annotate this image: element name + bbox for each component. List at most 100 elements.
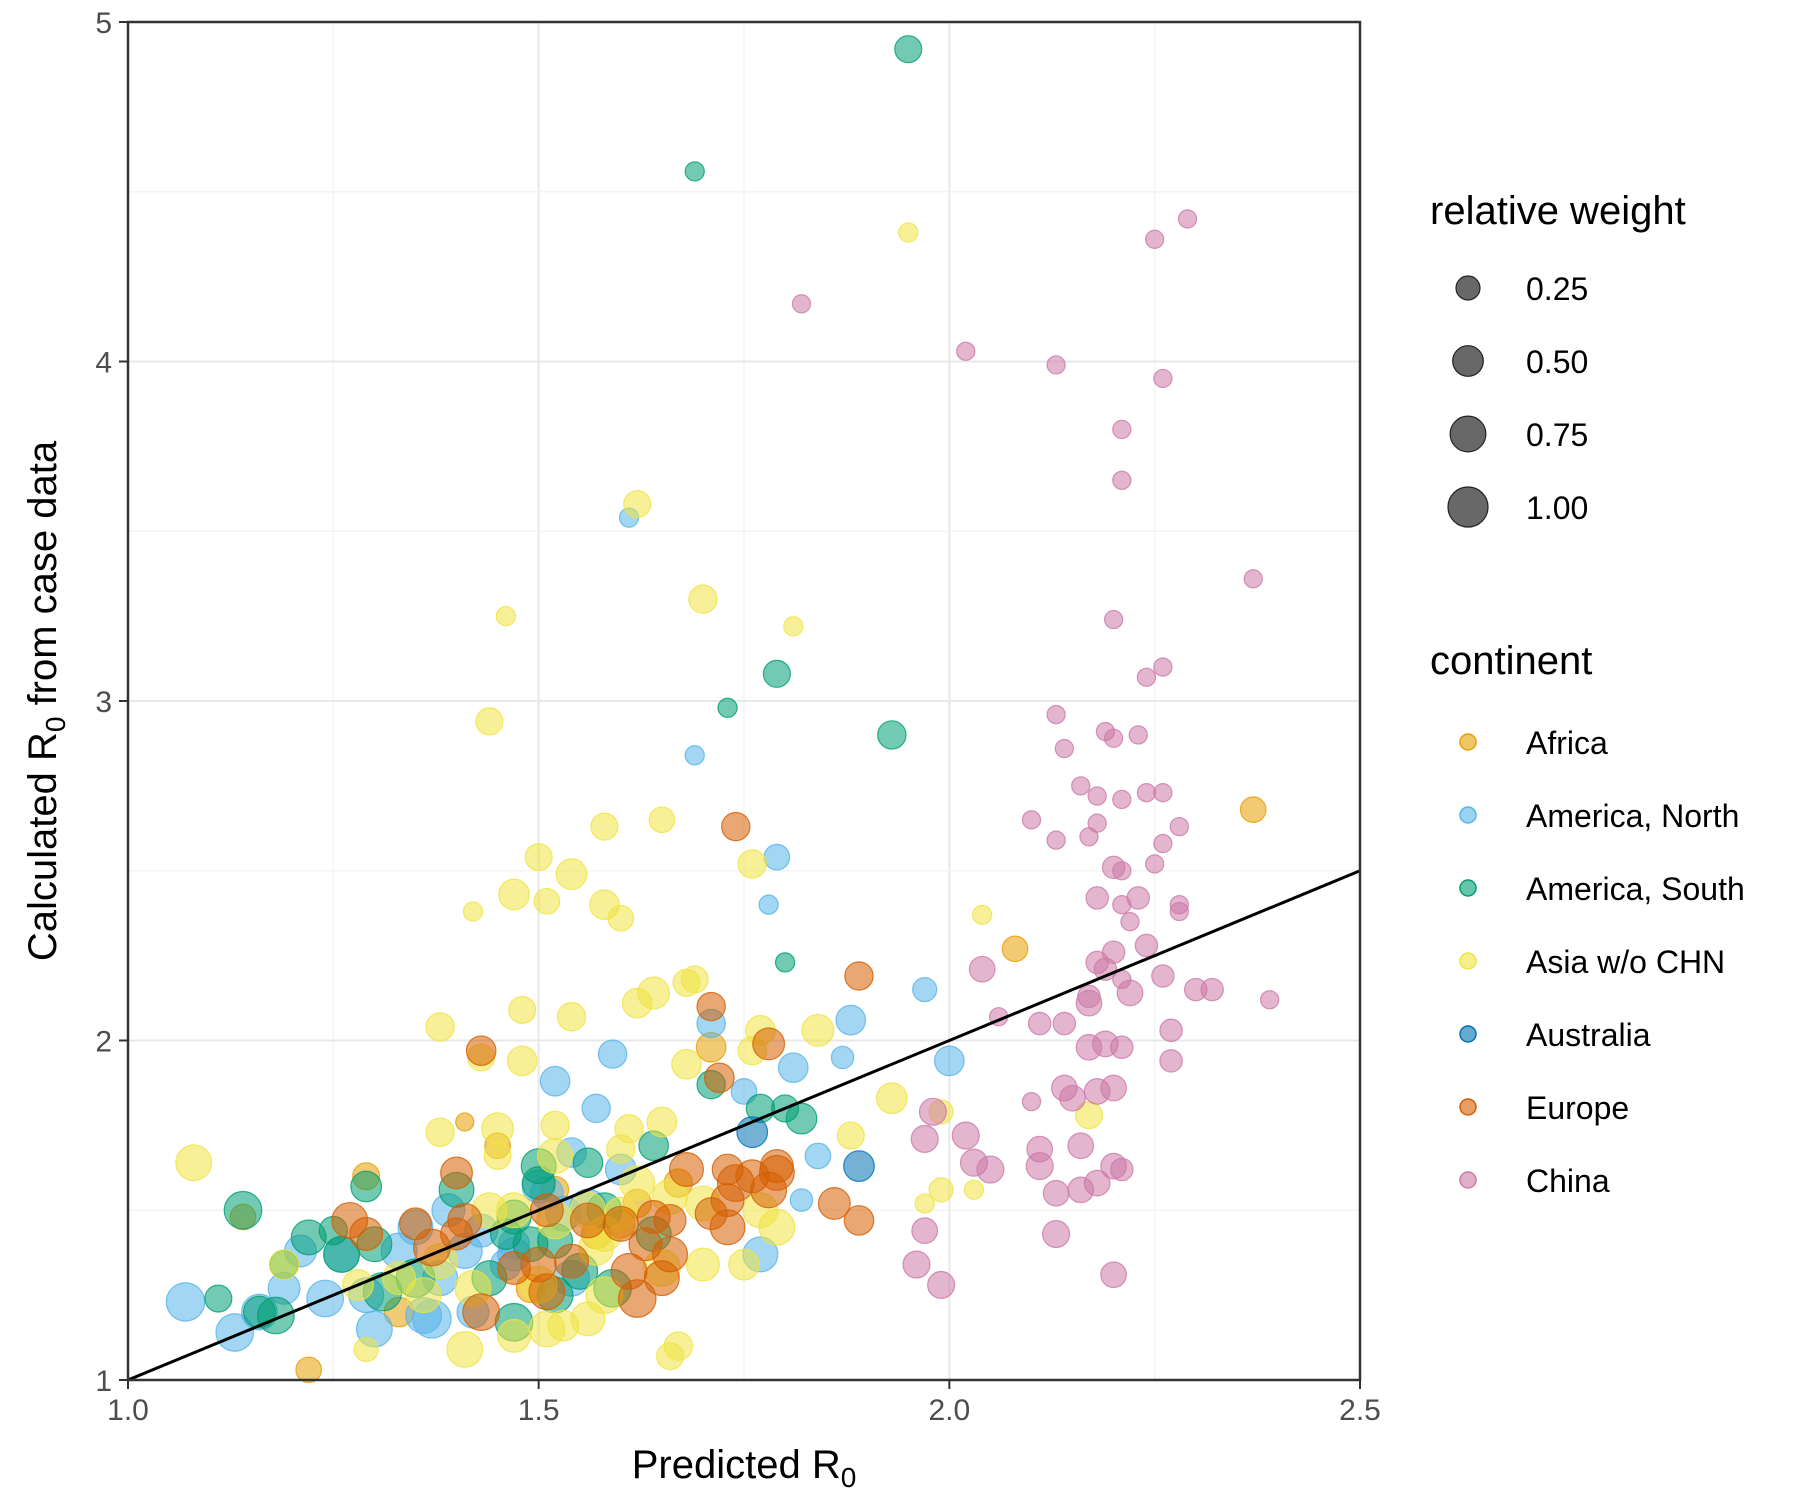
data-point [1169,901,1189,922]
y-axis-title-rest: from case data [21,440,65,716]
data-point [606,1134,636,1164]
data-point [910,1124,939,1154]
data-point [508,995,537,1025]
color-legend-title: continent [1430,639,1592,683]
data-point [914,1193,935,1214]
data-point [481,1112,515,1146]
x-axis-title-subscript: 0 [841,1462,857,1493]
data-point [1151,964,1175,988]
color-legend-label: America, South [1526,871,1745,907]
size-legend-key [1452,345,1484,377]
data-point [399,1207,432,1241]
x-axis-title-main: Predicted R [632,1443,841,1487]
data-point [175,1144,213,1182]
y-axis-title: Calculated R0 from case data [21,440,71,961]
data-point [758,1208,796,1246]
data-point [972,904,993,926]
data-point [597,1039,628,1069]
data-point [1071,776,1091,796]
data-point [843,1205,875,1236]
data-point [498,878,530,911]
data-point [617,1279,657,1318]
data-point [1046,355,1066,375]
color-legend-key [1459,1171,1477,1189]
data-point [1200,977,1224,1002]
size-legend-key [1455,275,1481,301]
data-point [774,952,796,973]
x-axis-title: Predicted R0 [632,1443,857,1493]
data-point [791,294,812,314]
data-point [607,904,635,932]
data-point [1153,368,1173,389]
data-point [497,1250,532,1285]
color-legend-label: China [1526,1163,1610,1199]
color-legend-key [1459,733,1477,751]
data-point [1120,912,1140,932]
data-point [405,1277,442,1314]
data-point [804,1142,832,1170]
data-point [1103,728,1124,749]
y-tick-label: 3 [95,686,112,719]
axes: 1.0 1.5 2.0 2.5 1 2 3 4 5 [95,7,1381,1427]
x-tick-label: 1.5 [518,1394,560,1427]
data-point [843,1150,875,1183]
series-china [791,209,1280,1300]
data-point [735,1159,770,1194]
data-point [1021,810,1042,830]
data-point [1177,209,1198,229]
color-legend-key [1459,1098,1477,1116]
series-europe [331,811,875,1332]
data-point [462,901,484,922]
data-point [956,341,976,361]
data-point [1159,1049,1183,1073]
data-point [894,35,923,64]
data-point [789,1188,814,1212]
data-point [875,1082,908,1115]
color-legend-label: Australia [1526,1017,1651,1053]
data-point [455,1112,475,1132]
data-point [898,222,919,243]
data-point [934,1045,965,1077]
data-point [1046,830,1066,850]
data-point [353,1336,379,1363]
data-point [425,1012,455,1042]
data-point [1116,979,1144,1007]
data-point [268,1249,300,1280]
data-points [165,35,1280,1384]
data-point [1046,704,1066,725]
data-point [1153,783,1173,803]
y-tick-label: 5 [95,7,112,40]
data-point [663,1331,694,1361]
data-point [680,965,709,994]
data-point [648,806,676,834]
data-point [555,858,588,891]
data-point [911,1217,939,1244]
data-point [1153,833,1173,854]
color-legend-label: Asia w/o CHN [1526,944,1725,980]
data-point [758,894,779,915]
data-point [204,1284,233,1313]
y-tick-label: 4 [95,347,112,380]
data-point [877,720,907,750]
data-point [1259,990,1280,1010]
data-point [1112,861,1132,881]
data-point [1145,854,1165,874]
data-point [728,1248,760,1281]
data-point [1100,1074,1127,1102]
size-legend-title: relative weight [1430,189,1686,233]
data-point [1136,783,1157,803]
x-tick-label: 1.0 [107,1394,149,1427]
data-point [539,1065,571,1097]
color-legend-label: Africa [1526,725,1608,761]
data-point [817,1186,851,1220]
data-point [927,1270,956,1300]
data-point [524,843,553,872]
data-point [1083,1169,1111,1197]
size-legend-label: 1.00 [1526,490,1588,526]
data-point [497,1318,532,1353]
data-point [350,1170,383,1203]
color-legend-key [1459,952,1477,970]
data-point [483,1141,512,1170]
data-point [1112,789,1132,810]
data-point [446,1330,484,1368]
